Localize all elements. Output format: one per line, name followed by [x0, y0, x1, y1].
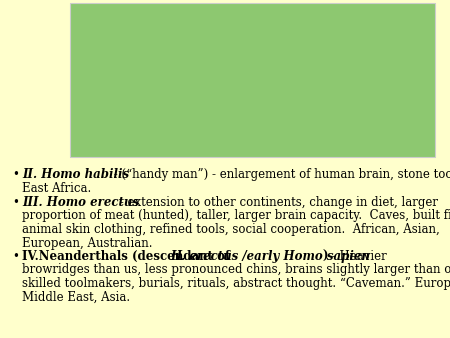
- Text: H. erectus /early Homo sapien: H. erectus /early Homo sapien: [170, 250, 370, 263]
- Text: III. Homo erectus: III. Homo erectus: [22, 196, 139, 209]
- Text: browridges than us, less pronounced chins, brains slightly larger than ours,: browridges than us, less pronounced chin…: [22, 264, 450, 276]
- Text: - (“handy man”) - enlargement of human brain, stone tools.: - (“handy man”) - enlargement of human b…: [110, 168, 450, 181]
- Text: IV.Neanderthals (descendant of: IV.Neanderthals (descendant of: [22, 250, 234, 263]
- Text: - extension to other continents, change in diet, larger: - extension to other continents, change …: [116, 196, 438, 209]
- Text: proportion of meat (hunted), taller, larger brain capacity.  Caves, built fires,: proportion of meat (hunted), taller, lar…: [22, 210, 450, 222]
- Text: skilled toolmakers, burials, rituals, abstract thought. “Caveman.” Europe,: skilled toolmakers, burials, rituals, ab…: [22, 277, 450, 290]
- Text: •: •: [12, 168, 19, 181]
- Text: •: •: [12, 196, 19, 209]
- Text: •: •: [12, 250, 19, 263]
- Text: European, Australian.: European, Australian.: [22, 237, 153, 249]
- Text: animal skin clothing, refined tools, social cooperation.  African, Asian,: animal skin clothing, refined tools, soc…: [22, 223, 440, 236]
- FancyBboxPatch shape: [70, 3, 435, 157]
- Text: ): ): [322, 250, 328, 263]
- Text: East Africa.: East Africa.: [22, 182, 91, 194]
- Text: - Heavier: - Heavier: [328, 250, 387, 263]
- Text: II. Homo habilis: II. Homo habilis: [22, 168, 129, 181]
- Text: Middle East, Asia.: Middle East, Asia.: [22, 290, 130, 304]
